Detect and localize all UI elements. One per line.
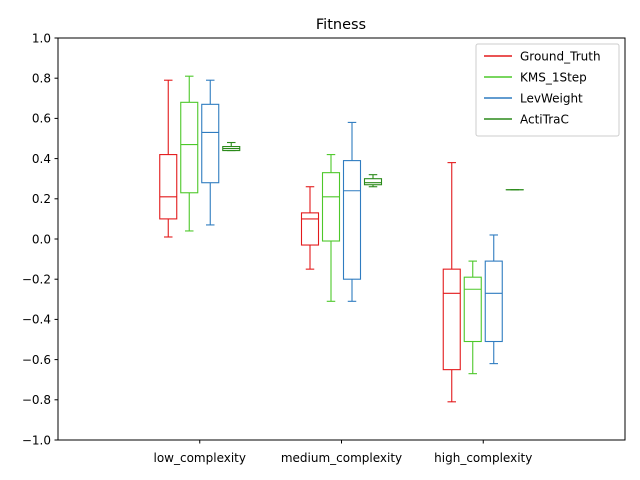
chart-title: Fitness bbox=[316, 17, 366, 33]
box-Ground_Truth-high_complexity bbox=[442, 162, 461, 403]
legend-label: Ground_Truth bbox=[520, 49, 601, 63]
y-tick-label: −0.6 bbox=[22, 353, 51, 367]
x-axis: low_complexity medium_complexity high_comp… bbox=[154, 440, 532, 465]
box-LevWeight-high_complexity bbox=[484, 234, 503, 365]
box-plots bbox=[159, 75, 524, 403]
y-tick-label: −1.0 bbox=[22, 433, 51, 447]
box-ActiTraC-low_complexity bbox=[222, 141, 241, 152]
y-tick-label: 0.2 bbox=[32, 192, 51, 206]
box-Ground_Truth-medium_complexity bbox=[300, 186, 320, 270]
y-tick-label: 0.8 bbox=[32, 72, 51, 86]
box-iqr bbox=[442, 268, 461, 371]
y-axis: −1.0 −0.8 −0.6 −0.4 −0.2 0.0 0.2 0.4 0.6 0.8 1.0 bbox=[22, 31, 58, 447]
box-ActiTraC-medium_complexity bbox=[363, 174, 383, 188]
legend-label: LevWeight bbox=[520, 91, 583, 105]
legend-box bbox=[475, 43, 620, 137]
y-tick-label: 0.0 bbox=[32, 232, 51, 246]
plot-frame bbox=[57, 37, 626, 441]
box-iqr bbox=[484, 260, 503, 343]
box-KMS_1Step-low_complexity bbox=[180, 75, 199, 232]
y-tick-label: −0.8 bbox=[22, 393, 51, 407]
x-tick-label: high_complexity bbox=[434, 451, 532, 465]
legend-label: KMS_1Step bbox=[520, 70, 587, 84]
x-tick-label: medium_complexity bbox=[281, 451, 402, 465]
box-iqr bbox=[342, 160, 362, 280]
box-iqr bbox=[300, 212, 320, 246]
box-iqr bbox=[363, 178, 383, 186]
box-KMS_1Step-high_complexity bbox=[463, 260, 482, 375]
box-iqr bbox=[321, 172, 341, 242]
x-tick-label: low_complexity bbox=[154, 451, 246, 465]
y-tick-label: −0.2 bbox=[22, 273, 51, 287]
box-iqr bbox=[159, 154, 178, 220]
y-tick-label: −0.4 bbox=[22, 313, 51, 327]
box-iqr bbox=[201, 103, 220, 184]
y-tick-label: 0.6 bbox=[32, 112, 51, 126]
y-tick-label: 1.0 bbox=[32, 31, 51, 45]
box-LevWeight-low_complexity bbox=[201, 79, 220, 226]
legend: Ground_Truth KMS_1Step LevWeight ActiTraC bbox=[475, 43, 620, 137]
box-Ground_Truth-low_complexity bbox=[159, 79, 178, 238]
box-iqr bbox=[180, 101, 199, 194]
box-iqr bbox=[463, 276, 482, 343]
box-KMS_1Step-medium_complexity bbox=[321, 154, 341, 302]
legend-label: ActiTraC bbox=[520, 112, 569, 126]
y-tick-label: 0.4 bbox=[32, 152, 51, 166]
box-LevWeight-medium_complexity bbox=[342, 121, 362, 302]
